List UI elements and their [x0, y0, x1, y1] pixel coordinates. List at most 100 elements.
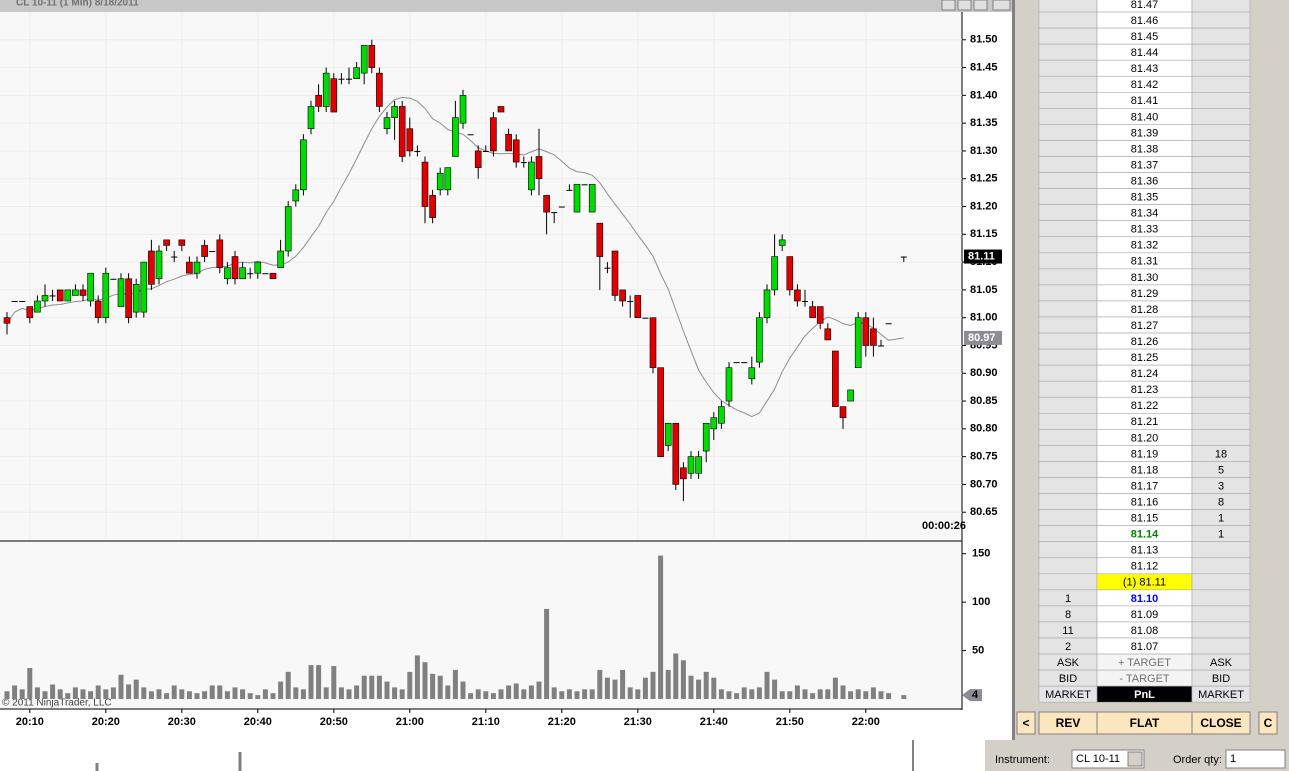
ask-cell [1191, 220, 1251, 238]
candle-body [193, 261, 201, 274]
candle-body [535, 156, 543, 180]
volume-bar [498, 689, 504, 699]
price-axis-area [962, 12, 1013, 710]
ask-cell [1191, 364, 1251, 382]
volume-bar [756, 687, 762, 699]
order-button[interactable] [1191, 711, 1251, 735]
candle-body [338, 78, 345, 80]
qty-input[interactable] [1225, 749, 1286, 769]
volume-bar [156, 689, 162, 699]
order-button[interactable] [1016, 711, 1036, 735]
ask-cell [1191, 268, 1251, 286]
ma-label: 80.97 [968, 332, 996, 344]
bid-cell [1038, 284, 1098, 302]
y-tick-label: 80.90 [970, 367, 998, 379]
x-tick-label: 20:10 [16, 716, 44, 728]
candle-body [870, 328, 877, 346]
bid-size: 11 [1062, 625, 1073, 637]
y-tick-label: 81.00 [970, 312, 998, 324]
bid-cell [1038, 412, 1098, 430]
candle-body [680, 467, 687, 480]
instrument-label: Instrument: [995, 754, 1050, 766]
candle-body [64, 289, 72, 302]
bid-cell [1038, 557, 1098, 575]
candle-body [254, 261, 262, 274]
ladder-price: 81.38 [1131, 143, 1159, 155]
ladder-price: 81.09 [1131, 609, 1159, 621]
volume-bar [316, 665, 322, 699]
candle-body [41, 295, 49, 302]
volume-bar [840, 685, 846, 699]
bid-cell [1038, 348, 1098, 366]
volume-bar [848, 691, 854, 699]
candle-body [216, 239, 224, 268]
volume-bar [217, 685, 223, 699]
volume-bar [293, 687, 299, 699]
ladder-price: 81.13 [1131, 545, 1159, 557]
candle-body [178, 239, 186, 246]
maximize-button[interactable] [973, 0, 988, 11]
ma-box [964, 330, 1002, 345]
order-button[interactable] [1258, 711, 1278, 735]
ask-cell [1191, 284, 1251, 302]
volume-bar [878, 691, 884, 699]
volume-bar [612, 679, 618, 699]
x-tick-label: 21:00 [396, 716, 424, 728]
ask-cell [1191, 380, 1251, 398]
bid-cell [1038, 364, 1098, 382]
footer-cell[interactable] [1191, 685, 1251, 703]
volume-bar [141, 687, 147, 699]
candle-body [528, 161, 535, 191]
ask-cell [1191, 605, 1251, 623]
candle-body [581, 184, 588, 186]
y-tick-label: 80.70 [970, 478, 998, 490]
y-tick-label: 80.65 [970, 506, 998, 518]
restore-button[interactable] [957, 0, 972, 11]
volume-bar [718, 689, 724, 699]
ladder-price: 81.36 [1131, 175, 1159, 187]
ladder-price: 81.08 [1131, 625, 1159, 637]
ask-cell [1191, 92, 1251, 109]
candle-body [307, 106, 315, 130]
bid-cell [1038, 396, 1098, 414]
volume-bar [4, 691, 10, 699]
ladder-price: 81.18 [1131, 464, 1159, 476]
volume-bar [726, 691, 732, 699]
instrument-select[interactable] [1071, 749, 1145, 769]
bid-cell [1038, 509, 1098, 526]
volume-bar [255, 695, 261, 699]
ask-cell [1191, 573, 1251, 591]
volume-bar [224, 691, 230, 699]
volume-bar [483, 691, 489, 699]
volume-bar [817, 689, 823, 699]
ask-cell [1191, 156, 1251, 173]
footer-label: ASK [1210, 657, 1233, 669]
dropdown-button[interactable] [1127, 751, 1143, 767]
volume-bar [232, 687, 238, 699]
candle-body [117, 278, 125, 307]
bid-cell [1038, 429, 1098, 446]
candle-body [482, 150, 489, 152]
ladder-price: 81.22 [1131, 400, 1159, 412]
volume-bar [179, 689, 185, 699]
bid-cell [1038, 172, 1098, 189]
volume-bar [19, 689, 25, 699]
candle-body [292, 189, 300, 202]
minimize-button[interactable] [941, 0, 956, 11]
moving-average [6, 96, 904, 418]
close-button[interactable] [992, 0, 1011, 11]
y-tick-label: 81.40 [970, 89, 998, 101]
candle-body [231, 256, 239, 280]
candle-body [573, 183, 581, 213]
volume-bar [133, 679, 139, 699]
bid-cell [1038, 75, 1098, 93]
volume-bar [506, 685, 512, 699]
candle-body [391, 106, 398, 118]
candle-body [239, 267, 246, 280]
volume-bar [665, 669, 671, 699]
candle-body [847, 389, 854, 402]
last-price-label: 81.11 [968, 250, 995, 262]
qty-value: 1 [1230, 753, 1236, 765]
order-button-label: C [1264, 716, 1273, 730]
bid-size: 2 [1065, 641, 1071, 653]
